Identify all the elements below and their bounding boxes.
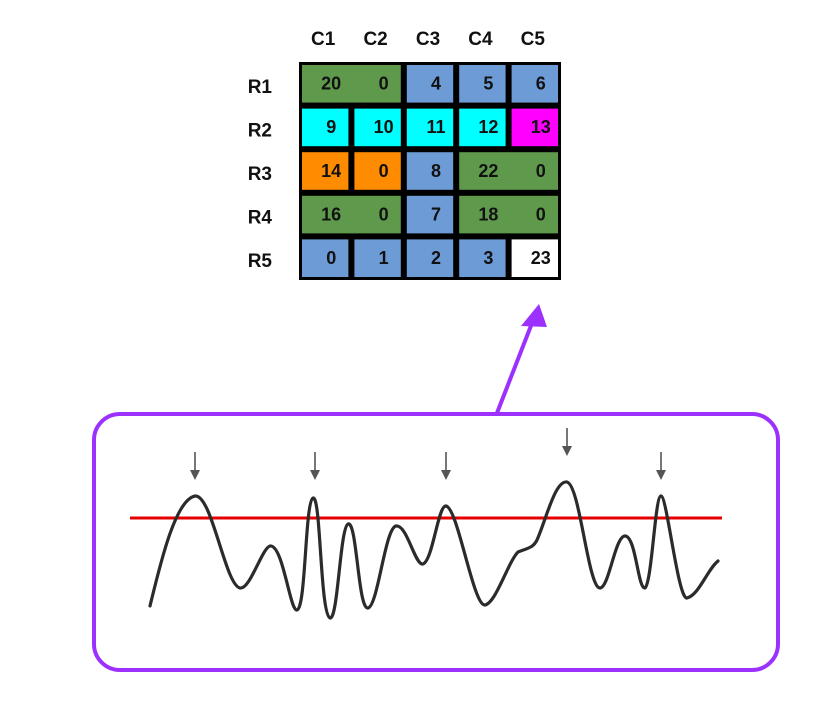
- cell-value-r3c5: 0: [536, 161, 546, 181]
- region-r2c2: [354, 108, 401, 147]
- row-header-r3: R3: [248, 164, 272, 185]
- region-r3c2: [354, 152, 401, 190]
- region-r1c3: [406, 65, 454, 103]
- cell-value-r2c1: 9: [326, 117, 336, 137]
- grid-headers: C1 C2 C3 C4 C5 R1 R2 R3 R4 R5: [248, 29, 546, 272]
- region-r5c2: [354, 239, 401, 277]
- cell-value-r5c5: 23: [531, 248, 551, 268]
- peak-marker-head: [656, 470, 666, 480]
- region-r4-green-left: [302, 195, 401, 234]
- peak-marker-arrow-icon: [441, 452, 451, 480]
- cell-value-r4c5: 0: [536, 204, 546, 224]
- connector-arrow-line: [495, 316, 536, 415]
- row-header-r2: R2: [248, 120, 272, 141]
- connector-arrow-head: [521, 304, 547, 327]
- cell-value-r5c3: 2: [431, 248, 441, 268]
- cell-value-r4c3: 7: [431, 204, 441, 224]
- peak-marker-head: [441, 470, 451, 480]
- peak-marker-head: [190, 470, 200, 480]
- peak-marker-arrow-icon: [190, 452, 200, 480]
- cell-value-r3c2: 0: [379, 161, 389, 181]
- region-r3c1: [302, 152, 349, 190]
- region-r2c1: [302, 108, 349, 147]
- region-r1c4: [459, 65, 506, 103]
- cell-value-r1c2: 0: [379, 74, 389, 94]
- column-header-c3: C3: [416, 29, 440, 50]
- region-r2c5: [511, 108, 558, 147]
- cell-value-r1c5: 6: [536, 74, 546, 94]
- region-r3-green: [459, 152, 558, 190]
- cell-value-r2c2: 10: [374, 117, 394, 137]
- column-header-c1: C1: [311, 29, 336, 50]
- grid-regions: [299, 62, 561, 280]
- region-r5c5: [511, 239, 558, 277]
- connector: [495, 304, 547, 415]
- cell-value-r5c2: 1: [379, 248, 389, 268]
- cell-value-r2c3: 11: [426, 117, 445, 137]
- region-r4c3: [406, 195, 454, 234]
- region-r2c3: [406, 108, 454, 147]
- region-r1c5: [511, 65, 558, 103]
- region-r2c4: [459, 108, 506, 147]
- row-header-r1: R1: [248, 77, 273, 98]
- region-r5c4: [459, 239, 506, 277]
- signal-panel-border: [92, 412, 780, 672]
- cell-value-r3c3: 8: [431, 161, 441, 181]
- cell-value-r4c1: 16: [321, 204, 341, 224]
- peak-marker-head: [562, 446, 572, 456]
- peak-marker-arrow-icon: [562, 428, 572, 456]
- cell-value-r5c4: 3: [483, 248, 493, 268]
- row-header-r5: R5: [248, 251, 273, 272]
- cell-value-r3c1: 14: [321, 161, 341, 181]
- signal-panel: [92, 412, 780, 672]
- cell-value-r1c3: 4: [431, 74, 441, 94]
- cell-value-r4c2: 0: [379, 204, 389, 224]
- column-header-c4: C4: [468, 29, 493, 50]
- peak-marker-arrow-icon: [656, 452, 666, 480]
- cell-value-r4c4: 18: [478, 204, 498, 224]
- cell-value-r2c5: 13: [531, 117, 551, 137]
- cell-value-r2c4: 12: [478, 117, 498, 137]
- peak-markers: [190, 428, 666, 480]
- region-r5c3: [406, 239, 454, 277]
- region-r5c1: [302, 239, 349, 277]
- region-r1-green: [302, 65, 401, 103]
- cell-value-r1c1: 20: [321, 74, 341, 94]
- row-header-r4: R4: [248, 208, 273, 229]
- region-r4-green-right: [459, 195, 558, 234]
- cell-value-r1c4: 5: [483, 74, 493, 94]
- peak-marker-arrow-icon: [310, 452, 320, 480]
- region-r3c3: [406, 152, 454, 190]
- peak-marker-head: [310, 470, 320, 480]
- cell-value-r5c1: 0: [326, 248, 336, 268]
- cell-value-r3c4: 22: [478, 161, 498, 181]
- column-header-c2: C2: [363, 29, 387, 50]
- signal-waveform: [148, 480, 720, 620]
- column-header-c5: C5: [521, 29, 546, 50]
